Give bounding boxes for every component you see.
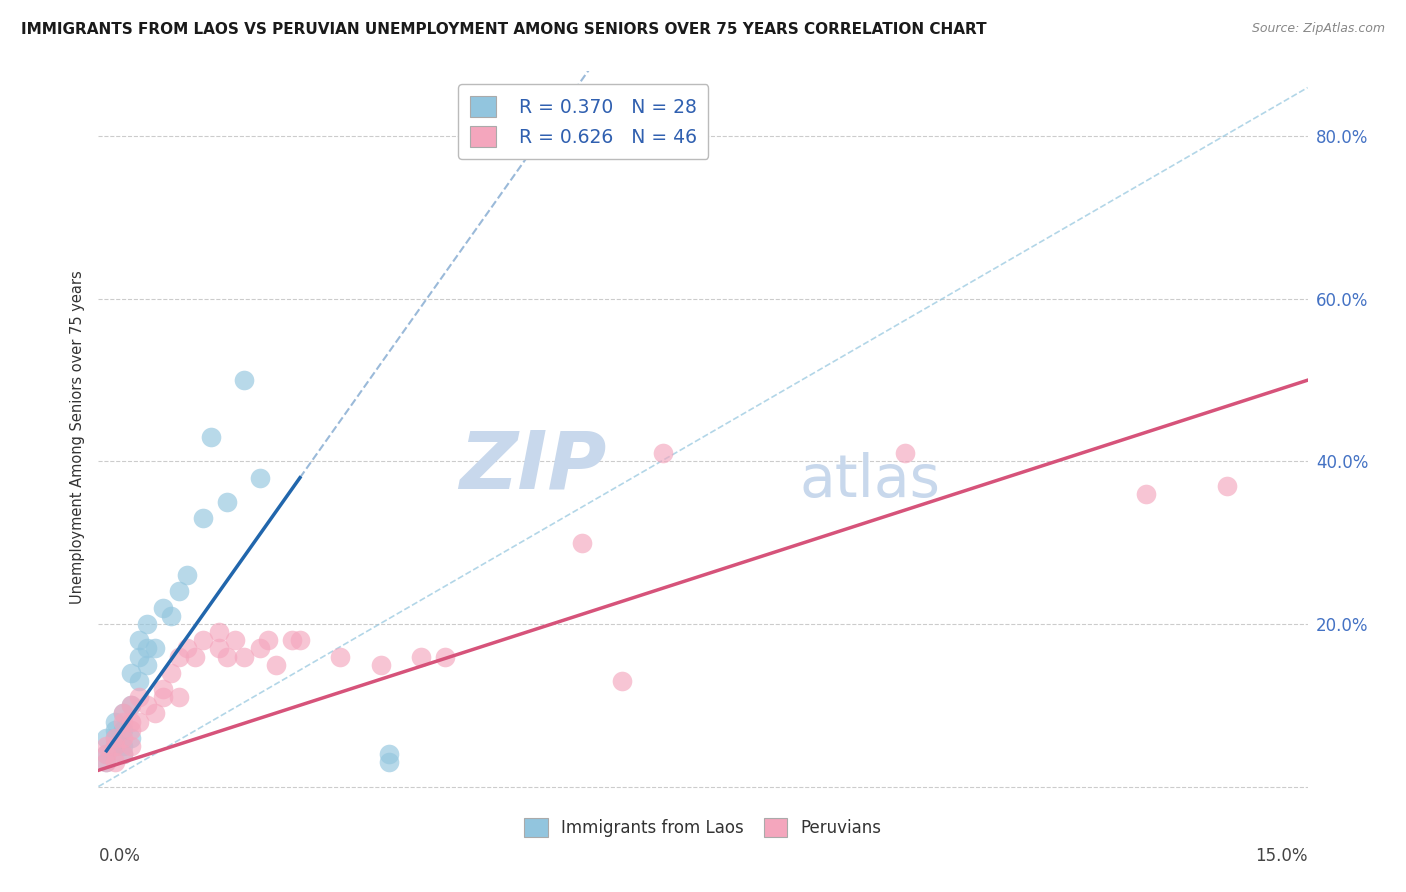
Point (111, 747, 134, 761)
Point (208, 625, 231, 640)
Point (128, 690, 150, 705)
Point (103, 739, 125, 753)
Point (103, 755, 125, 769)
Point (120, 714, 142, 729)
Y-axis label: Unemployment Among Seniors over 75 years: Unemployment Among Seniors over 75 years (70, 270, 86, 604)
Point (167, 690, 190, 705)
Point (120, 739, 142, 753)
Point (143, 706, 166, 721)
Point (612, 673, 634, 688)
Point (96, 747, 118, 761)
Point (160, 608, 183, 623)
Point (167, 584, 190, 599)
Point (193, 633, 215, 648)
Point (249, 471, 271, 485)
Point (120, 698, 142, 713)
Point (96, 739, 118, 753)
Point (120, 731, 142, 745)
Point (409, 649, 432, 664)
Point (193, 511, 215, 525)
Point (135, 657, 157, 672)
Point (264, 657, 287, 672)
Point (103, 714, 125, 729)
Point (96, 755, 118, 769)
Point (232, 373, 254, 387)
Point (120, 698, 142, 713)
Point (111, 739, 134, 753)
Point (135, 698, 157, 713)
Text: atlas: atlas (800, 452, 941, 509)
Point (256, 633, 278, 648)
Point (651, 446, 673, 460)
Point (167, 649, 190, 664)
Point (434, 649, 457, 664)
Text: Source: ZipAtlas.com: Source: ZipAtlas.com (1251, 22, 1385, 36)
Point (1216, 479, 1239, 493)
Point (377, 755, 399, 769)
Point (143, 641, 166, 656)
Point (103, 731, 125, 745)
Point (208, 641, 231, 656)
Text: 15.0%: 15.0% (1256, 847, 1308, 865)
Point (96, 747, 118, 761)
Point (184, 649, 207, 664)
Point (288, 633, 311, 648)
Point (249, 641, 271, 656)
Point (200, 430, 222, 444)
Point (217, 649, 239, 664)
Point (96, 731, 118, 745)
Point (176, 568, 198, 582)
Point (152, 690, 174, 705)
Point (111, 747, 134, 761)
Point (111, 723, 134, 737)
Point (128, 673, 150, 688)
Point (893, 446, 915, 460)
Point (135, 617, 157, 632)
Point (111, 706, 134, 721)
Point (281, 633, 304, 648)
Point (120, 665, 142, 680)
Point (111, 706, 134, 721)
Point (128, 649, 150, 664)
Legend: Immigrants from Laos, Peruvians: Immigrants from Laos, Peruvians (516, 810, 890, 846)
Point (128, 714, 150, 729)
Text: IMMIGRANTS FROM LAOS VS PERUVIAN UNEMPLOYMENT AMONG SENIORS OVER 75 YEARS CORREL: IMMIGRANTS FROM LAOS VS PERUVIAN UNEMPLO… (21, 22, 987, 37)
Point (120, 723, 142, 737)
Text: ZIP: ZIP (458, 427, 606, 506)
Point (103, 723, 125, 737)
Point (217, 495, 239, 509)
Point (135, 641, 157, 656)
Point (224, 633, 246, 648)
Point (571, 535, 593, 549)
Point (111, 714, 134, 729)
Point (111, 731, 134, 745)
Point (176, 641, 198, 656)
Point (103, 731, 125, 745)
Point (329, 649, 352, 664)
Point (103, 739, 125, 753)
Point (152, 600, 174, 615)
Point (96, 755, 118, 769)
Point (128, 633, 150, 648)
Point (152, 681, 174, 696)
Text: 0.0%: 0.0% (98, 847, 141, 865)
Point (1135, 487, 1157, 501)
Point (377, 747, 399, 761)
Point (232, 649, 254, 664)
Point (370, 657, 392, 672)
Point (160, 665, 183, 680)
